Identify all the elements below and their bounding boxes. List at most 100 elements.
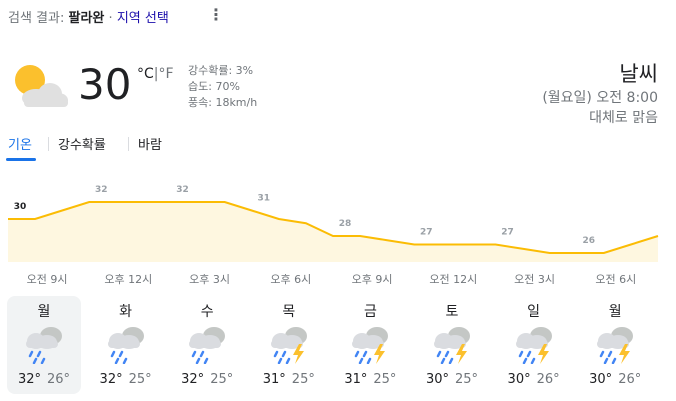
day-card[interactable]: 화 32° 25° bbox=[89, 296, 163, 394]
cloud bbox=[597, 340, 630, 348]
unit-celsius[interactable]: °C bbox=[137, 66, 154, 82]
lightning bbox=[374, 344, 386, 364]
tab-separator bbox=[128, 137, 129, 151]
day-temps: 30° 26° bbox=[497, 372, 571, 387]
unit-toggle: °C|°F bbox=[137, 66, 174, 82]
day-card[interactable]: 월 32° 26° bbox=[7, 296, 81, 394]
day-name: 화 bbox=[119, 304, 133, 320]
day-card[interactable]: 금 31° 25° bbox=[333, 296, 407, 394]
raindrop bbox=[36, 350, 42, 358]
value-label: 32 bbox=[95, 185, 108, 195]
x-tick-label: 오전 3시 bbox=[514, 273, 555, 286]
lightning bbox=[537, 344, 549, 364]
cloud bbox=[270, 340, 303, 348]
day-temps: 32° 25° bbox=[170, 372, 244, 387]
header-query: 팔라완 bbox=[68, 11, 105, 26]
day-card[interactable]: 월 30° 26° bbox=[578, 296, 652, 394]
raindrop bbox=[199, 350, 205, 358]
raindrop bbox=[359, 357, 364, 364]
header-separator: · bbox=[108, 11, 113, 26]
value-label: 28 bbox=[339, 219, 352, 229]
tab[interactable]: 바람 bbox=[138, 138, 162, 153]
x-tick-label: 오전 6시 bbox=[595, 273, 636, 286]
low-temp: 25° bbox=[128, 372, 152, 387]
raindrop bbox=[448, 357, 454, 364]
low-temp: 25° bbox=[210, 372, 234, 387]
high-temp: 31° bbox=[262, 372, 286, 387]
day-name: 수 bbox=[200, 304, 214, 320]
location-link[interactable]: 지역 선택 bbox=[116, 11, 169, 26]
raindrop bbox=[518, 350, 523, 358]
raindrop bbox=[40, 357, 46, 364]
day-name: 목 bbox=[282, 304, 296, 320]
high-temp: 30° bbox=[589, 372, 613, 387]
humidity: 습도: 70% bbox=[188, 80, 240, 93]
day-name: 금 bbox=[363, 304, 377, 320]
summary-time: (월요일) 오전 8:00 bbox=[542, 90, 658, 106]
high-temp: 32° bbox=[17, 372, 41, 387]
raindrop bbox=[436, 350, 442, 358]
unit-separator: | bbox=[153, 66, 159, 82]
cloud bbox=[515, 340, 548, 348]
cloud bbox=[352, 340, 385, 348]
weather-icon bbox=[26, 327, 62, 364]
raindrop bbox=[363, 350, 368, 358]
header-label: 검색 결과: bbox=[8, 11, 65, 26]
low-temp: 25° bbox=[373, 372, 397, 387]
current-icon bbox=[15, 65, 68, 107]
raindrop bbox=[277, 357, 283, 364]
weather-icon bbox=[515, 327, 552, 364]
unit-fahrenheit[interactable]: °F bbox=[158, 66, 174, 82]
day-temps: 30° 26° bbox=[578, 372, 652, 387]
day-card[interactable]: 토 30° 25° bbox=[415, 296, 489, 394]
day-card[interactable]: 수 32° 25° bbox=[170, 296, 244, 394]
weather-icon bbox=[107, 327, 144, 364]
weather-icon bbox=[434, 327, 470, 364]
tab-separator bbox=[48, 137, 49, 151]
menu-button[interactable]: ⋮ bbox=[208, 5, 224, 24]
raindrop bbox=[611, 357, 617, 364]
search-header: 검색 결과: 팔라완 · 지역 선택 bbox=[8, 7, 169, 26]
raindrop bbox=[530, 357, 535, 364]
tab[interactable]: 기온 bbox=[8, 138, 32, 153]
high-temp: 31° bbox=[344, 372, 368, 387]
high-temp: 32° bbox=[181, 372, 205, 387]
raindrop bbox=[122, 357, 127, 364]
low-temp: 26° bbox=[47, 372, 71, 387]
wind: 풍속: 18km/h bbox=[188, 96, 258, 109]
raindrop bbox=[603, 357, 609, 364]
x-tick-label: 오후 12시 bbox=[104, 273, 152, 286]
day-card[interactable]: 목 31° 25° bbox=[252, 296, 326, 394]
tab[interactable]: 강수확률 bbox=[58, 138, 106, 153]
x-tick-label: 오후 9시 bbox=[352, 273, 393, 286]
low-temp: 25° bbox=[291, 372, 315, 387]
raindrop bbox=[281, 350, 287, 358]
raindrop bbox=[110, 350, 115, 358]
weather-icon bbox=[270, 327, 307, 364]
cloud bbox=[189, 340, 222, 348]
raindrop bbox=[114, 357, 119, 364]
day-card[interactable]: 일 30° 26° bbox=[497, 296, 571, 394]
lightning bbox=[456, 344, 467, 364]
raindrop bbox=[444, 350, 450, 358]
lightning bbox=[292, 344, 304, 364]
value-label: 31 bbox=[257, 194, 270, 204]
raindrop bbox=[367, 357, 372, 364]
day-temps: 32° 25° bbox=[89, 372, 163, 387]
value-label: 27 bbox=[501, 228, 514, 238]
summary-title: 날씨 bbox=[619, 62, 658, 86]
day-temps: 31° 25° bbox=[333, 372, 407, 387]
day-temps: 30° 25° bbox=[415, 372, 489, 387]
raindrop bbox=[526, 350, 531, 358]
value-label: 32 bbox=[176, 185, 189, 195]
raindrop bbox=[355, 350, 360, 358]
raindrop bbox=[32, 357, 38, 364]
day-name: 일 bbox=[527, 304, 541, 320]
raindrop bbox=[203, 357, 209, 364]
temperature-line bbox=[8, 201, 659, 254]
raindrop bbox=[28, 350, 34, 358]
details: 강수확률: 3% 습도: 70% 풍속: 18km/h bbox=[188, 63, 257, 111]
high-temp: 30° bbox=[507, 372, 531, 387]
weather-icon bbox=[189, 327, 226, 364]
